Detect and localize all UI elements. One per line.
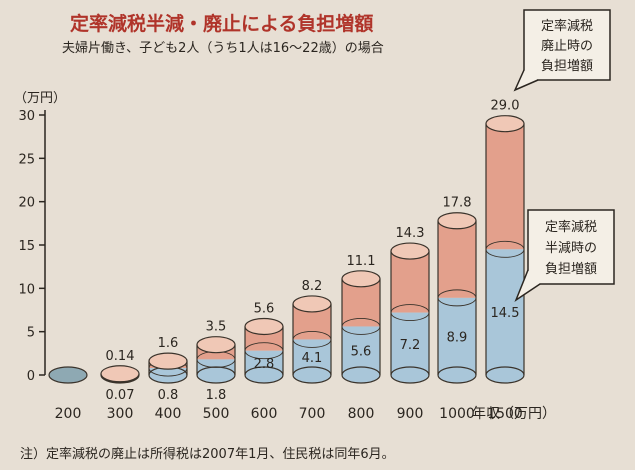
x-tick-label: 300 [107,406,134,422]
halve-label: 0.8 [158,388,179,403]
y-tick-label: 15 [18,239,35,254]
x-axis-label: 年収（万円） [472,406,556,422]
callout-abolish-line2: 廃止時の [541,38,593,54]
bar-top-cap [485,115,525,133]
total-label: 5.6 [254,301,275,316]
x-tick-label: 600 [251,406,278,422]
bar-400: 1.6 0.8 [148,336,188,403]
total-label: 29.0 [491,99,520,114]
bar-top-cap [196,336,236,354]
bar-bottom-cap [292,366,332,384]
callout-halve-line2: 半減時の [545,240,597,256]
callout-halve-line3: 負担増額 [545,262,597,277]
chart-subtitle: 夫婦片働き、子ども2人（うち1人は16〜22歳）の場合 [62,40,384,56]
halve-label: 4.1 [302,351,323,366]
callout-halve-box [527,209,615,285]
callout-halve-pointer [514,269,541,302]
x-tick-labels: 200 300 400 500 600 700 800 900 1000 1500 [55,406,523,422]
y-axis-unit: （万円） [14,91,66,106]
halve-label: 8.9 [447,330,468,345]
bar-mid-line [437,289,477,307]
bar-mid-line [390,304,430,322]
bar-top-cap [390,242,430,260]
bar-mid-line [485,240,525,258]
bar-segment-halve [438,297,476,375]
bar-top-cap [100,365,140,383]
callout-abolish-box [523,9,611,81]
bar-bottom-cap [485,366,525,384]
total-label: 17.8 [443,196,472,211]
bar-700: 8.2 4.1 [292,279,332,384]
x-tick-label: 700 [299,406,326,422]
bar-segment-halve [391,312,429,375]
halve-label: 14.5 [491,306,520,321]
y-tick-label: 0 [27,369,35,384]
x-tick-label: 1500 [487,406,523,422]
bar-bottom-cap [196,366,236,384]
bar-top-cap [244,317,284,336]
x-tick-label: 200 [55,406,82,422]
x-tick-label: 400 [155,406,182,422]
bar-1000: 17.8 8.9 [437,196,477,384]
callout-halve: 定率減税 半減時の 負担増額 [514,209,615,302]
halve-label: 2.8 [254,357,275,372]
callout-abolish: 定率減税 廃止時の 負担増額 [513,9,611,92]
total-label: 1.6 [158,336,179,351]
y-tick-label: 30 [18,109,35,124]
callout-abolish-line3: 負担増額 [541,59,593,74]
bar-segment-abolish [438,220,476,298]
bar-group: 0.140.071.60.83.51.85.62.88.24.111.15.61… [48,99,525,403]
callout-abolish-line1: 定率減税 [541,18,593,34]
total-label: 3.5 [206,320,227,335]
bar-900: 14.3 7.2 [390,226,430,384]
bar-1500: 29.0 14.5 [485,99,525,384]
total-label: 11.1 [347,254,376,269]
y-tick-label: 10 [18,282,35,297]
bar-300: 0.14 0.07 [100,349,140,403]
total-label: 0.14 [106,349,135,364]
bar-500: 3.5 1.8 [196,320,236,403]
bar-800: 11.1 5.6 [341,254,381,384]
x-tick-label: 1000 [439,406,475,422]
chart-title: 定率減税半減・廃止による負担増額 [70,12,373,35]
bar-600: 5.6 2.8 [244,301,284,384]
x-tick-label: 800 [348,406,375,422]
callout-halve-line1: 定率減税 [545,219,597,235]
bar-mid-line [244,342,284,360]
bar-bottom-cap [390,366,430,384]
footnote: 注）定率減税の廃止は所得税は2007年1月、住民税は同年6月。 [20,446,395,462]
bar-base-disc [48,366,88,384]
callout-abolish-pointer [513,69,539,92]
bar-segment-abolish [391,251,429,313]
y-tick-label: 25 [18,152,35,167]
bar-segment-abolish [486,123,524,250]
halve-label: 1.8 [206,388,227,403]
bar-mid-line [341,318,381,335]
total-label: 14.3 [396,226,425,241]
x-tick-label: 900 [397,406,424,422]
y-axis: 0 5 10 15 20 25 30 [18,109,46,384]
halve-label: 0.07 [106,388,135,403]
bar-top-cap [437,212,477,230]
bar-top-cap [341,270,381,288]
bar-top-cap [292,295,332,313]
y-tick-label: 20 [18,196,35,211]
halve-label: 5.6 [351,345,372,360]
bar-mid-line [292,331,332,348]
bar-bottom-cap [341,366,381,384]
bar-bottom-cap [437,366,477,384]
bar-segment-halve [486,249,524,375]
x-tick-label: 500 [203,406,230,422]
bar-200 [48,366,88,384]
y-tick-label: 5 [27,326,35,341]
total-label: 8.2 [302,279,323,294]
bar-top-cap [148,352,188,370]
halve-label: 7.2 [400,338,421,353]
